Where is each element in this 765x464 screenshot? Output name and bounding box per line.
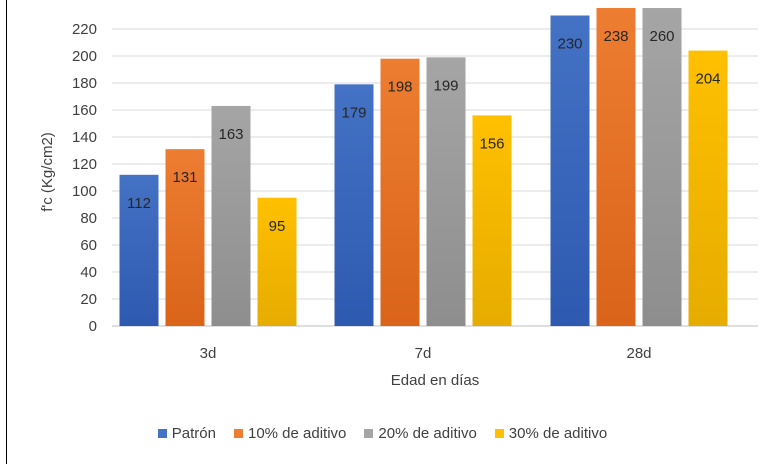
x-tick-label: 7d (415, 345, 432, 362)
bar (426, 57, 466, 326)
legend-item: 10% de aditivo (233, 425, 347, 442)
x-tick-label: 3d (200, 345, 217, 362)
bar (380, 58, 420, 326)
legend-item: Patrón (157, 425, 216, 442)
y-tick-label: 40 (80, 264, 97, 281)
y-tick-label: 100 (72, 183, 97, 200)
bar (334, 84, 374, 326)
legend-label: 10% de aditivo (247, 425, 347, 442)
legend-swatch (233, 429, 243, 438)
bar (165, 149, 205, 326)
data-label: 230 (557, 36, 582, 53)
bar (596, 8, 636, 326)
y-tick-label: 120 (72, 156, 97, 173)
data-label: 260 (649, 28, 674, 45)
bar (119, 174, 159, 326)
x-axis-label: Edad en días (390, 372, 480, 389)
bar (472, 115, 512, 327)
data-label: 238 (603, 28, 628, 45)
y-tick-label: 180 (72, 75, 97, 92)
y-tick-label: 160 (72, 102, 97, 119)
y-tick-label: 60 (80, 237, 97, 254)
legend-swatch (364, 429, 374, 438)
data-label: 204 (695, 71, 720, 88)
y-axis-label: f'c (Kg/cm2) (39, 132, 56, 212)
y-tick-label: 220 (72, 21, 97, 38)
legend-swatch (494, 429, 504, 438)
legend: Patrón 10% de aditivo 20% de aditivo 30% de… (0, 425, 765, 442)
bar (642, 8, 682, 326)
bar (211, 105, 251, 326)
legend-label: 20% de aditivo (378, 425, 477, 442)
y-tick-label: 140 (72, 129, 97, 146)
y-tick-label: 80 (80, 210, 97, 227)
data-label: 199 (433, 77, 458, 94)
left-border-line (6, 0, 7, 464)
bar (257, 197, 297, 326)
legend-swatch (157, 429, 167, 438)
y-tick-label: 20 (80, 291, 97, 308)
legend-label: 30% de aditivo (508, 425, 608, 442)
y-tick-label: 200 (72, 48, 97, 65)
data-label: 112 (127, 195, 151, 212)
data-label: 179 (341, 104, 366, 121)
data-label: 163 (218, 126, 243, 143)
y-tick-label: 0 (89, 318, 97, 335)
legend-item: 30% de aditivo (494, 425, 608, 442)
data-label: 156 (479, 135, 504, 152)
legend-item: 20% de aditivo (364, 425, 477, 442)
bar (688, 50, 728, 326)
data-label: 198 (387, 79, 412, 96)
bar (550, 15, 590, 326)
x-tick-label: 28d (626, 345, 651, 362)
legend-label: Patrón (171, 425, 216, 442)
data-label: 95 (269, 218, 286, 235)
data-label: 131 (172, 169, 197, 186)
